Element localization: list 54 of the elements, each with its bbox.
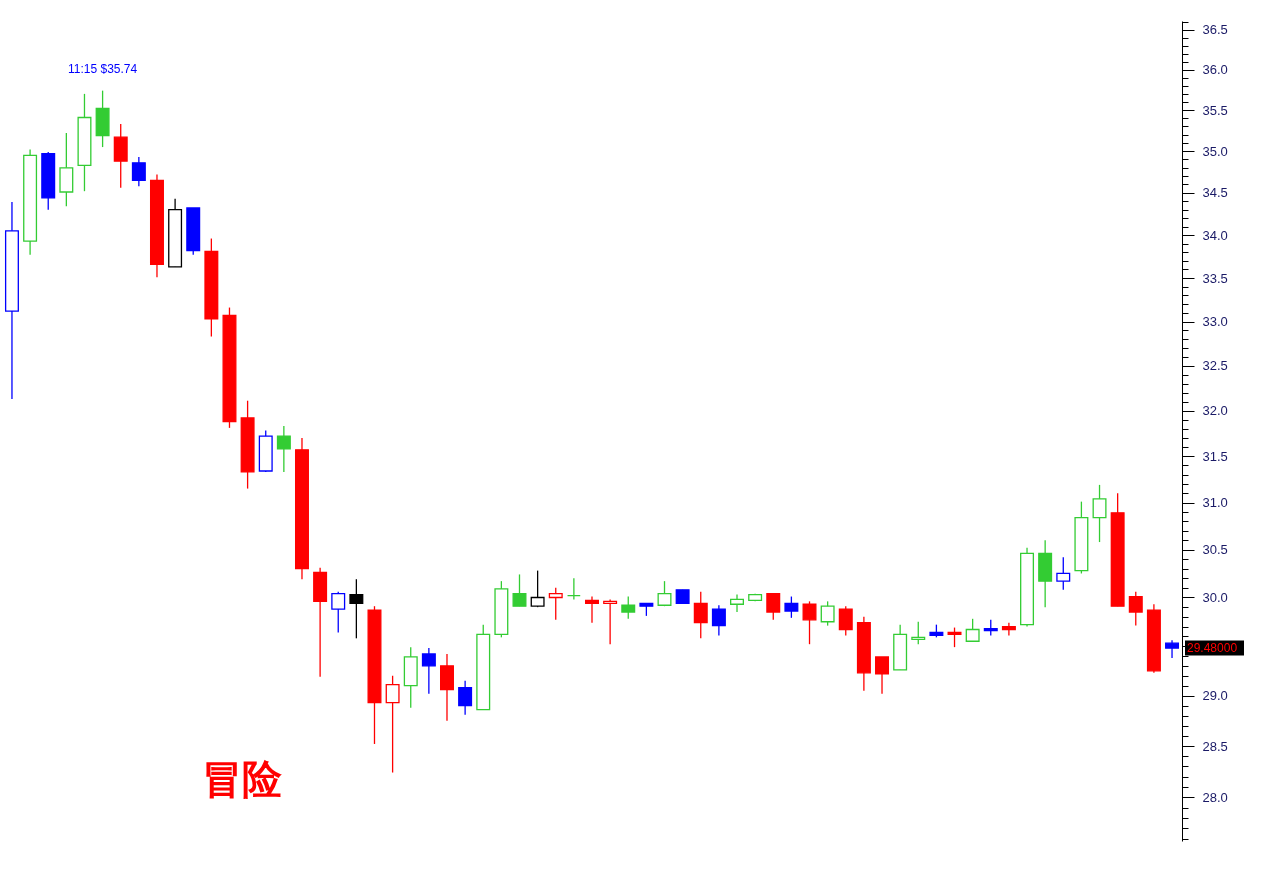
y-tick-label: 29.0	[1202, 688, 1228, 704]
candlestick	[566, 577, 581, 601]
candlestick	[276, 425, 291, 473]
y-tick-label: 34.0	[1202, 227, 1228, 243]
y-tick-label: 33.0	[1202, 314, 1228, 330]
candlestick	[693, 591, 708, 639]
candlestick	[784, 595, 799, 619]
y-tick-label: 30.0	[1202, 590, 1228, 605]
candlestick	[603, 598, 618, 645]
candlestick	[458, 680, 473, 716]
text: 29.48000	[1187, 641, 1238, 656]
candlestick	[621, 595, 636, 620]
y-tick-label: 31.0	[1202, 495, 1228, 511]
candlestick	[113, 123, 128, 189]
y-tick-label: 36.5	[1202, 22, 1228, 38]
candlestick	[1165, 639, 1180, 659]
y-tick-label: 30.5	[1202, 542, 1228, 558]
candlestick	[766, 592, 781, 621]
candlestick	[331, 591, 346, 634]
candlestick	[1128, 591, 1143, 627]
candlestick	[1092, 484, 1107, 543]
candlestick	[820, 600, 835, 627]
candlestick	[657, 580, 672, 607]
candlestick	[512, 573, 527, 607]
y-tick-label: 32.0	[1202, 403, 1228, 419]
candlestick	[802, 600, 817, 645]
candlestick	[131, 156, 146, 187]
candlestick	[875, 656, 890, 695]
candlestick	[349, 578, 364, 639]
candlestick	[965, 618, 980, 642]
y-tick-label: 36.0	[1202, 62, 1228, 78]
candlestick	[711, 604, 726, 637]
candlestick	[530, 569, 545, 608]
candlestick	[911, 621, 926, 645]
candlestick	[421, 647, 436, 695]
y-tick-label: 35.0	[1202, 143, 1228, 159]
candlestick	[548, 587, 563, 621]
y-tick-label: 34.5	[1202, 185, 1228, 201]
y-tick-label: 31.5	[1202, 448, 1228, 464]
candlestick	[385, 675, 400, 774]
annotation: 11:15 $35.74	[68, 61, 138, 76]
candlestick	[440, 653, 454, 722]
y-tick-label: 28.0	[1202, 789, 1228, 805]
y-tick-label: 28.5	[1202, 738, 1228, 754]
annotation: 冒险	[202, 755, 282, 802]
candlestick	[1056, 556, 1071, 591]
candlestick	[1001, 622, 1016, 637]
y-tick-label: 33.5	[1202, 270, 1228, 286]
candlestick	[730, 593, 744, 613]
candlestick	[585, 595, 599, 624]
y-tick-label: 35.5	[1202, 102, 1228, 118]
candlestick	[947, 626, 962, 648]
y-tick-label: 32.5	[1202, 358, 1228, 374]
candlestick	[838, 605, 853, 637]
